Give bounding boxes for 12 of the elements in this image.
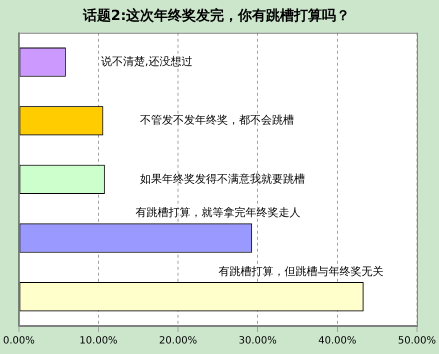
x-tick-label: 50.00% — [398, 336, 436, 347]
x-tick-label: 20.00% — [159, 336, 198, 347]
y-tick-label: 如果年终奖发得不满意我就要跳槽 — [140, 172, 305, 186]
x-tick-label: 0.00% — [2, 336, 35, 347]
x-tick-label: 10.00% — [79, 336, 118, 347]
chart-title: 话题2:这次年终奖发完，你有跳槽打算吗？ — [82, 7, 350, 24]
y-tick-label: 有跳槽打算，但跳槽与年终奖无关 — [218, 264, 384, 278]
y-tick-label: 有跳槽打算，就等拿完年终奖走人 — [135, 206, 300, 220]
y-tick-label: 不管发不发年终奖，都不会跳槽 — [140, 114, 294, 127]
x-tick-label: 30.00% — [238, 336, 277, 347]
y-tick-label: 说不清楚,还没想过 — [100, 54, 192, 68]
x-tick-label: 40.00% — [318, 336, 356, 347]
